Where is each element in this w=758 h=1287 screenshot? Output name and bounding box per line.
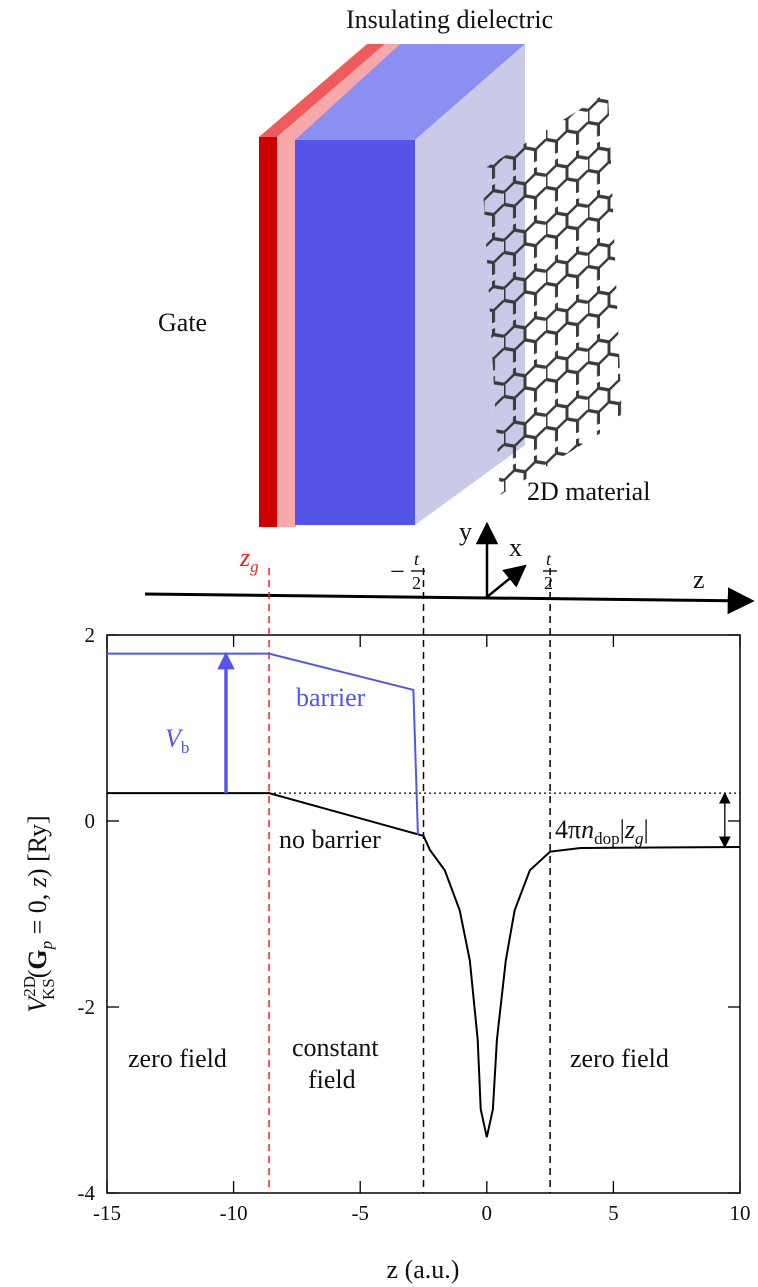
gate-front — [259, 137, 277, 527]
x-tick-label: 5 — [608, 1201, 619, 1225]
fraction-num: t — [546, 549, 552, 569]
minus-sign: − — [390, 557, 405, 586]
dop-label: 4πndop|zg| — [555, 815, 649, 848]
zg-label: zg — [239, 543, 259, 576]
chart: z (a.u.) V2DKS(Gp = 0, z) [Ry] zero fiel… — [20, 568, 751, 1284]
dielectric-front — [295, 140, 415, 525]
series-label: barrier — [296, 683, 366, 712]
region-label: zero field — [128, 1044, 227, 1073]
dielectric-label: Insulating dielectric — [346, 5, 553, 34]
material-label: 2D material — [527, 477, 650, 506]
region-label: field — [308, 1065, 356, 1094]
honeycomb — [482, 92, 622, 495]
x-tick-label: -5 — [351, 1201, 369, 1225]
gate-label: Gate — [158, 308, 207, 337]
z-axis-arrow — [144, 587, 755, 615]
region-label: constant — [292, 1033, 379, 1062]
fraction-den: 2 — [544, 573, 553, 593]
y-tick-label: -2 — [78, 995, 96, 1019]
axis-x-label: x — [509, 533, 522, 562]
gate-side — [277, 44, 400, 527]
series-line — [107, 652, 419, 835]
series-line — [107, 792, 741, 1138]
x-tick-label: -10 — [220, 1201, 248, 1225]
series-label: no barrier — [279, 825, 381, 854]
y-tick-label: 0 — [85, 809, 96, 833]
diagram: Insulating dielectric Gate 2D material y… — [144, 5, 755, 615]
axis-y-label: y — [459, 517, 472, 546]
y-tick-label: -4 — [78, 1181, 96, 1205]
x-tick-label: 0 — [482, 1201, 493, 1225]
gate-top — [259, 44, 385, 137]
region-label: zero field — [570, 1044, 669, 1073]
y-axis-label: V2DKS(Gp = 0, z) [Ry] — [20, 815, 58, 1012]
x-axis-label: z (a.u.) — [387, 1255, 460, 1284]
fraction-num: t — [414, 549, 420, 569]
fraction-den: 2 — [412, 573, 421, 593]
axis-z-label: z — [693, 565, 705, 594]
x-tick-label: 10 — [730, 1201, 751, 1225]
x-axis-arrow — [486, 564, 527, 598]
y-tick-label: 2 — [85, 623, 96, 647]
vb-label: Vb — [165, 724, 189, 757]
dielectric-top — [295, 44, 525, 140]
x-tick-label: -15 — [93, 1201, 121, 1225]
